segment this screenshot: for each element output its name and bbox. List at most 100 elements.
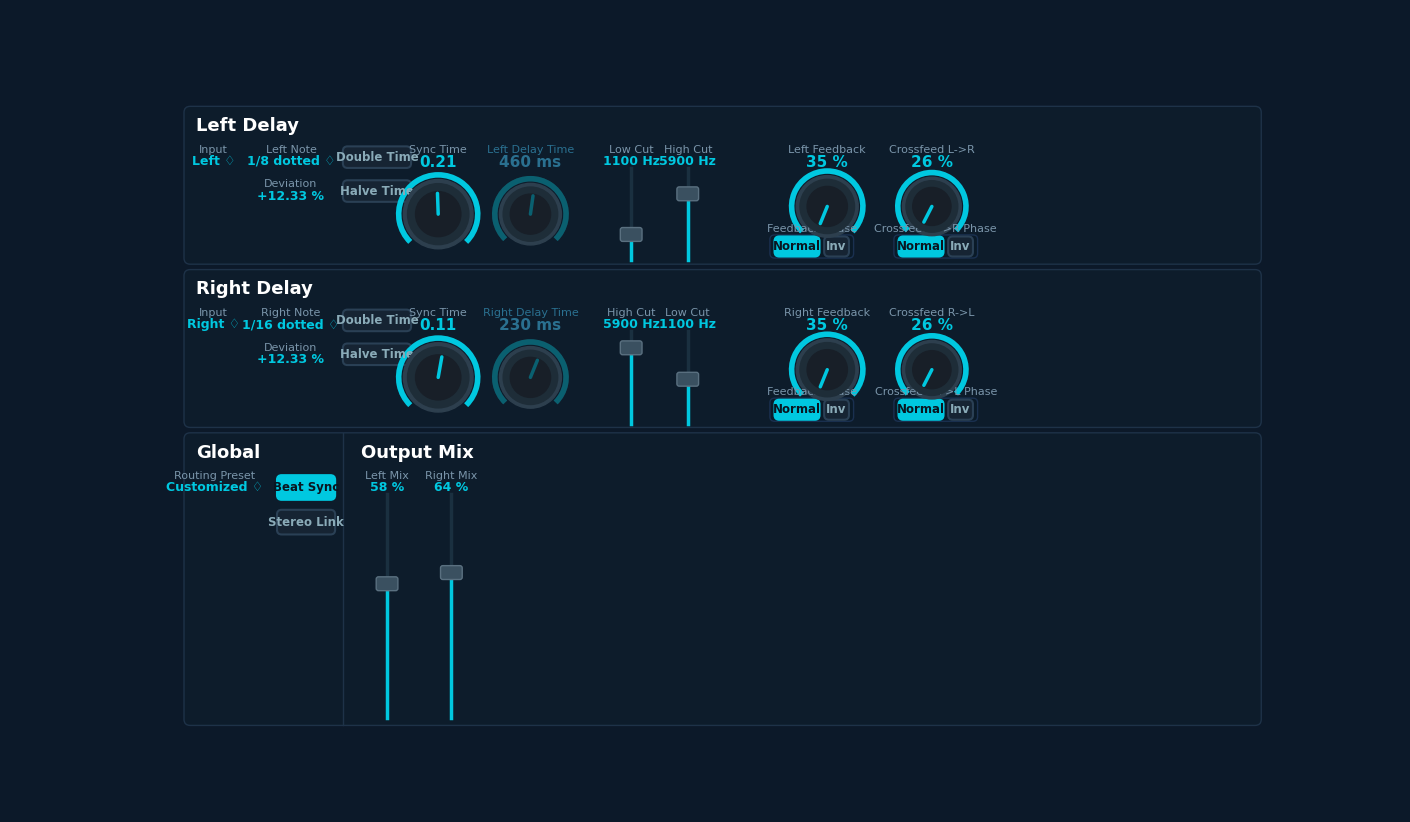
Circle shape (403, 179, 474, 249)
Text: Low Cut: Low Cut (609, 145, 653, 155)
Circle shape (907, 344, 957, 395)
Circle shape (807, 349, 847, 390)
Text: Input: Input (199, 145, 228, 155)
Text: 58 %: 58 % (369, 482, 405, 494)
Text: Right Feedback: Right Feedback (784, 308, 870, 318)
FancyBboxPatch shape (774, 399, 819, 420)
FancyBboxPatch shape (343, 180, 412, 202)
FancyBboxPatch shape (898, 399, 943, 420)
Text: Crossfeed R->L Phase: Crossfeed R->L Phase (874, 387, 997, 397)
Text: Normal: Normal (897, 404, 945, 416)
Text: +12.33 %: +12.33 % (258, 353, 324, 366)
Text: +12.33 %: +12.33 % (258, 190, 324, 202)
Text: Inv: Inv (826, 240, 847, 253)
Text: 5900 Hz: 5900 Hz (602, 318, 660, 331)
Text: Customized ♢: Customized ♢ (166, 482, 264, 494)
Text: Feedback Phase: Feedback Phase (767, 387, 857, 397)
Circle shape (503, 350, 558, 404)
Circle shape (416, 192, 461, 237)
Text: 0.21: 0.21 (419, 155, 457, 170)
Text: Double Time: Double Time (336, 150, 419, 164)
Text: Normal: Normal (773, 240, 821, 253)
FancyBboxPatch shape (343, 344, 412, 365)
Text: Stereo Link: Stereo Link (268, 515, 344, 529)
Text: 1/16 dotted ♢: 1/16 dotted ♢ (243, 318, 340, 331)
Circle shape (797, 176, 859, 238)
Circle shape (403, 343, 474, 412)
Text: Global: Global (196, 444, 261, 462)
Text: 64 %: 64 % (434, 482, 468, 494)
Text: 1100 Hz: 1100 Hz (602, 155, 660, 168)
Text: Crossfeed L->R Phase: Crossfeed L->R Phase (874, 224, 997, 234)
Text: Inv: Inv (826, 404, 847, 416)
FancyBboxPatch shape (825, 237, 849, 256)
Text: Crossfeed L->R: Crossfeed L->R (888, 145, 974, 155)
Circle shape (407, 183, 470, 245)
FancyBboxPatch shape (825, 399, 849, 420)
Text: High Cut: High Cut (664, 145, 712, 155)
Text: Beat Sync: Beat Sync (274, 481, 340, 494)
FancyBboxPatch shape (948, 399, 973, 420)
Text: Right ♢: Right ♢ (188, 318, 240, 331)
Text: Left Note: Left Note (265, 145, 316, 155)
Text: 1100 Hz: 1100 Hz (660, 318, 716, 331)
Text: 35 %: 35 % (807, 155, 849, 170)
Circle shape (807, 187, 847, 226)
Text: Sync Time: Sync Time (409, 308, 467, 318)
Text: Left Mix: Left Mix (365, 471, 409, 482)
FancyBboxPatch shape (894, 398, 977, 421)
Text: Right Delay Time: Right Delay Time (482, 308, 578, 318)
FancyBboxPatch shape (677, 187, 698, 201)
Text: 0.11: 0.11 (420, 318, 457, 333)
Text: Double Time: Double Time (336, 314, 419, 327)
Text: Low Cut: Low Cut (666, 308, 711, 318)
FancyBboxPatch shape (276, 510, 336, 534)
FancyBboxPatch shape (774, 237, 819, 256)
Circle shape (499, 347, 561, 409)
Text: Left Delay: Left Delay (196, 117, 299, 135)
Circle shape (503, 187, 558, 241)
FancyBboxPatch shape (343, 146, 412, 168)
Circle shape (799, 179, 854, 233)
Circle shape (510, 358, 550, 397)
Text: Left Feedback: Left Feedback (788, 145, 866, 155)
Text: Halve Time: Halve Time (340, 348, 415, 361)
Text: Feedback Phase: Feedback Phase (767, 224, 857, 234)
FancyBboxPatch shape (894, 235, 977, 258)
Text: Output Mix: Output Mix (361, 444, 474, 462)
Circle shape (799, 343, 854, 397)
FancyBboxPatch shape (343, 310, 412, 331)
Circle shape (499, 183, 561, 245)
Circle shape (902, 340, 962, 399)
Text: Left ♢: Left ♢ (192, 155, 235, 168)
FancyBboxPatch shape (898, 237, 943, 256)
Text: Right Delay: Right Delay (196, 280, 313, 298)
Text: Normal: Normal (773, 404, 821, 416)
Text: Input: Input (199, 308, 228, 318)
Circle shape (912, 187, 950, 225)
Text: 26 %: 26 % (911, 155, 953, 170)
FancyBboxPatch shape (183, 106, 1262, 264)
FancyBboxPatch shape (770, 235, 853, 258)
Text: 230 ms: 230 ms (499, 318, 561, 333)
Text: 460 ms: 460 ms (499, 155, 561, 170)
Circle shape (510, 194, 550, 234)
Text: Inv: Inv (950, 240, 970, 253)
Text: 26 %: 26 % (911, 318, 953, 333)
Circle shape (907, 181, 957, 232)
Circle shape (416, 355, 461, 399)
FancyBboxPatch shape (620, 228, 642, 242)
FancyBboxPatch shape (677, 372, 698, 386)
Text: Normal: Normal (897, 240, 945, 253)
FancyBboxPatch shape (948, 237, 973, 256)
Text: Right Note: Right Note (261, 308, 320, 318)
Circle shape (797, 339, 859, 400)
FancyBboxPatch shape (183, 270, 1262, 427)
Text: Deviation: Deviation (264, 343, 317, 353)
FancyBboxPatch shape (440, 566, 462, 580)
FancyBboxPatch shape (376, 577, 398, 591)
FancyBboxPatch shape (770, 398, 853, 421)
Text: 5900 Hz: 5900 Hz (660, 155, 716, 168)
Text: Halve Time: Halve Time (340, 185, 415, 197)
Text: Left Delay Time: Left Delay Time (486, 145, 574, 155)
